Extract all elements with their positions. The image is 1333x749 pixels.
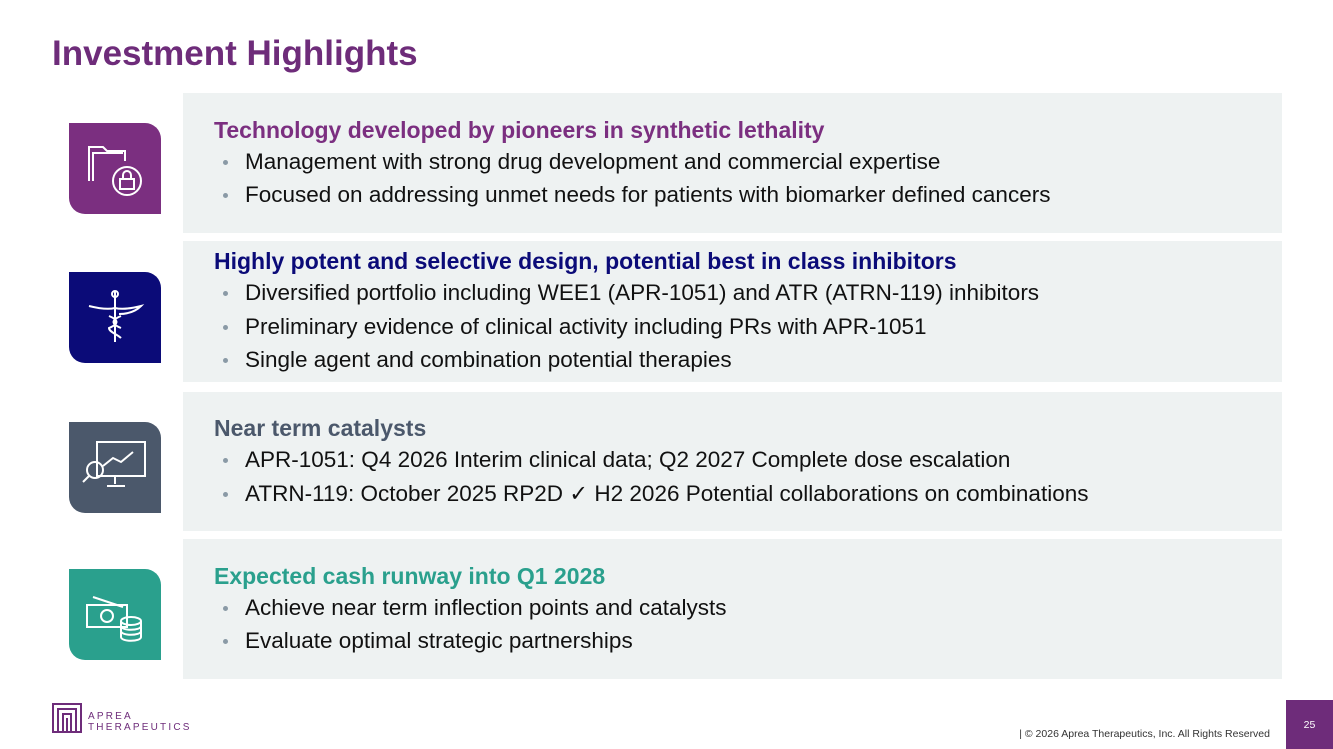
section-panel: Near term catalysts APR-1051: Q4 2026 In…	[183, 392, 1282, 531]
icon-folder-lock	[69, 123, 161, 214]
slide-title: Investment Highlights	[52, 34, 418, 73]
bullet: Management with strong drug development …	[214, 145, 1282, 179]
bullet: ATRN-119: October 2025 RP2D ✓ H2 2026 Po…	[214, 477, 1282, 511]
section-panel: Highly potent and selective design, pote…	[183, 241, 1282, 382]
copyright: | © 2026 Aprea Therapeutics, Inc. All Ri…	[1019, 728, 1270, 740]
bullet: Diversified portfolio including WEE1 (AP…	[214, 276, 1282, 310]
bullet: Achieve near term inflection points and …	[214, 591, 1282, 625]
section-panel: Expected cash runway into Q1 2028 Achiev…	[183, 539, 1282, 679]
bullet-text: Achieve near term inflection points and …	[245, 594, 727, 620]
icon-cash	[69, 569, 161, 660]
section-heading: Expected cash runway into Q1 2028	[214, 562, 606, 589]
bullet-text: Focused on addressing unmet needs for pa…	[245, 182, 1051, 207]
bullet: Single agent and combination potential t…	[214, 343, 1282, 377]
bullet-text: Diversified portfolio including WEE1 (AP…	[245, 280, 1040, 306]
bullet: Preliminary evidence of clinical activit…	[214, 310, 1282, 344]
bullet: APR-1051: Q4 2026 Interim clinical data;…	[214, 443, 1282, 477]
bullet-text: Management with strong drug development …	[245, 148, 941, 174]
section-heading: Near term catalysts	[214, 415, 427, 441]
bullet-text: Preliminary evidence of clinical activit…	[245, 313, 927, 339]
section-heading: Technology developed by pioneers in synt…	[214, 116, 825, 143]
page-number: 25	[1286, 700, 1333, 749]
icon-monitor-chart	[69, 422, 161, 513]
icon-caduceus	[69, 272, 161, 363]
section-panel: Technology developed by pioneers in synt…	[183, 93, 1282, 233]
bullet-text: Evaluate optimal strategic partnerships	[245, 628, 633, 653]
bullet: Focused on addressing unmet needs for pa…	[214, 178, 1282, 212]
logo-text: APREA	[88, 711, 133, 722]
bullet-text: ATRN-119: October 2025 RP2D ✓ H2 2026 Po…	[245, 480, 1089, 506]
section-heading: Highly potent and selective design, pote…	[214, 248, 957, 275]
logo-mark	[52, 703, 82, 733]
bullet-text: APR-1051: Q4 2026 Interim clinical data;…	[245, 447, 1011, 472]
bullet-text: Single agent and combination potential t…	[245, 347, 732, 373]
bullet: Evaluate optimal strategic partnerships	[214, 624, 1282, 658]
logo-text: THERAPEUTICS	[88, 722, 192, 733]
